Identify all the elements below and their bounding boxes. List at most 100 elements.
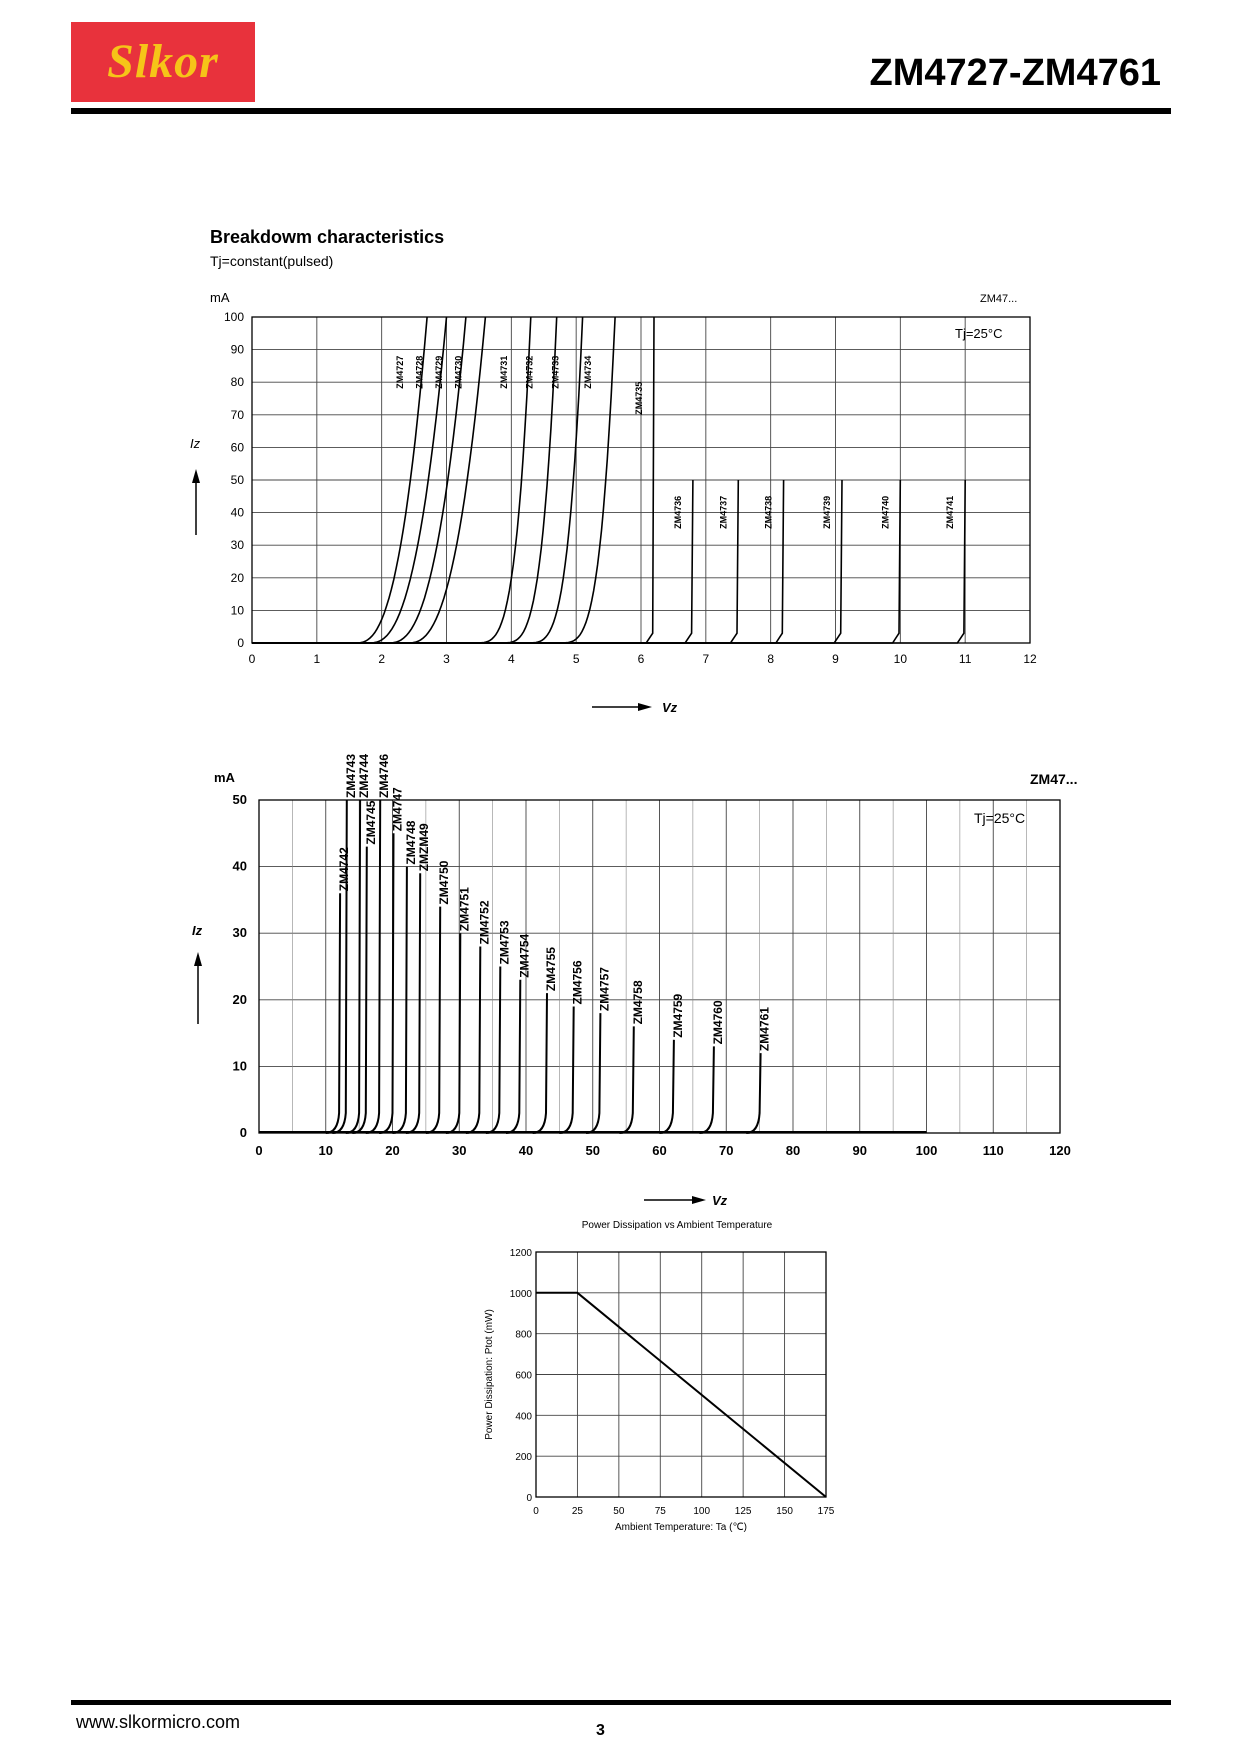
chart2-curve-zm4746	[365, 799, 382, 1134]
chart1-series-label: ZM4734	[583, 356, 593, 389]
chart1-x-arrow-head	[638, 703, 652, 711]
chart2-x-tick: 50	[586, 1143, 600, 1158]
chart1-series-label: ZM4729	[434, 356, 444, 389]
chart3-x-label: Ambient Temperature: Ta (℃)	[615, 1522, 747, 1533]
chart3-y-tick: 1200	[510, 1248, 533, 1259]
chart2-y-tick: 30	[233, 925, 247, 940]
chart1-curve-zm4739	[252, 479, 843, 644]
chart2-series-label: ZM4760	[711, 1000, 725, 1044]
chart1-x-tick: 3	[443, 652, 450, 666]
chart2-y-unit: mA	[214, 770, 236, 785]
chart2-series-label: ZM4750	[437, 860, 451, 904]
chart2-x-tick: 70	[719, 1143, 733, 1158]
chart1-y-tick: 70	[231, 408, 245, 422]
chart3-x-tick: 50	[613, 1506, 625, 1517]
chart2-x-tick: 40	[519, 1143, 533, 1158]
chart2-x-tick: 80	[786, 1143, 800, 1158]
chart3-x-tick: 100	[693, 1506, 710, 1517]
chart2-x-tick: 90	[853, 1143, 867, 1158]
chart2-series-label: ZM4751	[457, 887, 471, 931]
chart2-series-label: ZM4742	[337, 847, 351, 891]
chart1-group: 0 1 2 3 4 5 6 7 8 9 10 11 120102030405060708090100ZM…	[224, 310, 1037, 666]
brand-logo: Slkor	[71, 22, 255, 102]
chart1-x-tick: 2	[378, 652, 385, 666]
chart2-curve-zm4748	[392, 866, 408, 1134]
chart2-x-tick: 60	[652, 1143, 666, 1158]
chart3-frame	[535, 1251, 827, 1498]
chart2-series-label: ZM4754	[517, 933, 531, 977]
chart1-series-label: ZM4728	[415, 356, 425, 389]
chart2-x-tick: 30	[452, 1143, 466, 1158]
chart2-curve-zm4754	[505, 979, 522, 1134]
chart2-series-label: ZM4755	[544, 947, 558, 991]
chart2-curve-zm4747	[379, 833, 395, 1134]
chart3-x-tick: 0	[533, 1506, 539, 1517]
chart2-series-label: ZM4752	[477, 900, 491, 944]
chart1-series-label: ZM4727	[395, 356, 405, 389]
chart1-series-label: ZM4737	[718, 496, 728, 529]
chart1-x-tick: 7	[702, 652, 709, 666]
chart1-x-tick: 1	[313, 652, 320, 666]
chart1-y-tick: 50	[231, 473, 245, 487]
chart1-series-label: ZM4741	[945, 496, 955, 529]
chart1-series-label: ZM4730	[453, 356, 463, 389]
chart2-curve-zm4743	[332, 799, 348, 1134]
chart3-title: Power Dissipation vs Ambient Temperature	[582, 1220, 773, 1231]
chart1-x-tick: 12	[1023, 652, 1037, 666]
chart2-curve-zm4752	[465, 946, 482, 1134]
chart1-curve-zm4737	[252, 479, 740, 644]
chart2-series-label: ZM4748	[404, 820, 418, 864]
chart2-y-tick: 10	[233, 1058, 247, 1073]
chart2-y-label: Iz	[192, 923, 203, 938]
chart1-x-tick: 8	[767, 652, 774, 666]
chart1-x-tick: 10	[894, 652, 908, 666]
chart2-x-tick: 20	[385, 1143, 399, 1158]
chart1-curve-zm4729	[252, 316, 467, 644]
chart1-x-label: Vz	[662, 700, 678, 715]
chart3-y-tick: 800	[515, 1330, 532, 1341]
chart3-x-tick: 75	[655, 1506, 667, 1517]
chart1-y-tick: 40	[231, 506, 245, 520]
chart2-series-label: ZM4744	[357, 754, 371, 798]
chart1-y-tick: 100	[224, 310, 244, 324]
footer-url: www.slkormicro.com	[76, 1712, 241, 1732]
chart2-x-tick: 10	[319, 1143, 333, 1158]
chart2-x-arrow-head	[692, 1196, 706, 1204]
chart1-y-unit: mA	[210, 290, 230, 305]
chart2-y-arrow-head	[194, 952, 202, 966]
chart2-series-label: ZM4753	[497, 920, 511, 964]
chart1-curve-zm4741	[252, 479, 966, 644]
page-number: 3	[596, 1722, 605, 1739]
chart1-y-tick: 0	[237, 636, 244, 650]
chart2-x-tick: 100	[916, 1143, 938, 1158]
chart1-y-tick: 10	[231, 603, 245, 617]
chart3-y-label: Power Dissipation: Ptot (mW)	[484, 1309, 495, 1440]
chart1-series-label: ZM4736	[673, 496, 683, 529]
chart2-x-tick: 110	[983, 1143, 1004, 1158]
chart2-curve-zm4742	[325, 893, 342, 1134]
chart2-curve-zm4761	[746, 1053, 762, 1134]
chart1-y-tick: 30	[231, 538, 245, 552]
chart1-x-tick: 6	[638, 652, 645, 666]
chart1-y-tick: 80	[231, 375, 245, 389]
chart2-condition: Tj=25°C	[974, 810, 1025, 826]
chart1-curve-zm4738	[252, 479, 785, 644]
chart2-x-tick: 120	[1049, 1143, 1071, 1158]
chart3-y-tick: 0	[526, 1493, 532, 1504]
chart1-y-tick: 60	[231, 440, 245, 454]
chart1-curve-zm4727	[252, 316, 428, 644]
chart2-series-label: ZM4745	[364, 800, 378, 844]
chart1-title: Breakdowm characteristics	[210, 227, 444, 247]
chart1-x-tick: 4	[508, 652, 515, 666]
chart2-curve-zm4756	[559, 1006, 575, 1134]
chart2-curve-zm4750	[425, 906, 442, 1134]
chart3-x-tick: 25	[572, 1506, 584, 1517]
chart2-series-label: ZM4757	[597, 967, 611, 1011]
chart1-curve-zm4730	[252, 316, 487, 644]
logo-text: Slkor	[107, 35, 219, 88]
chart2-curve-zm4751	[445, 933, 462, 1134]
document-title: ZM4727-ZM4761	[869, 52, 1161, 94]
chart1-part-label: ZM47...	[980, 293, 1017, 305]
chart1-series-label: ZM4731	[499, 356, 509, 389]
header-rule	[71, 108, 1171, 114]
